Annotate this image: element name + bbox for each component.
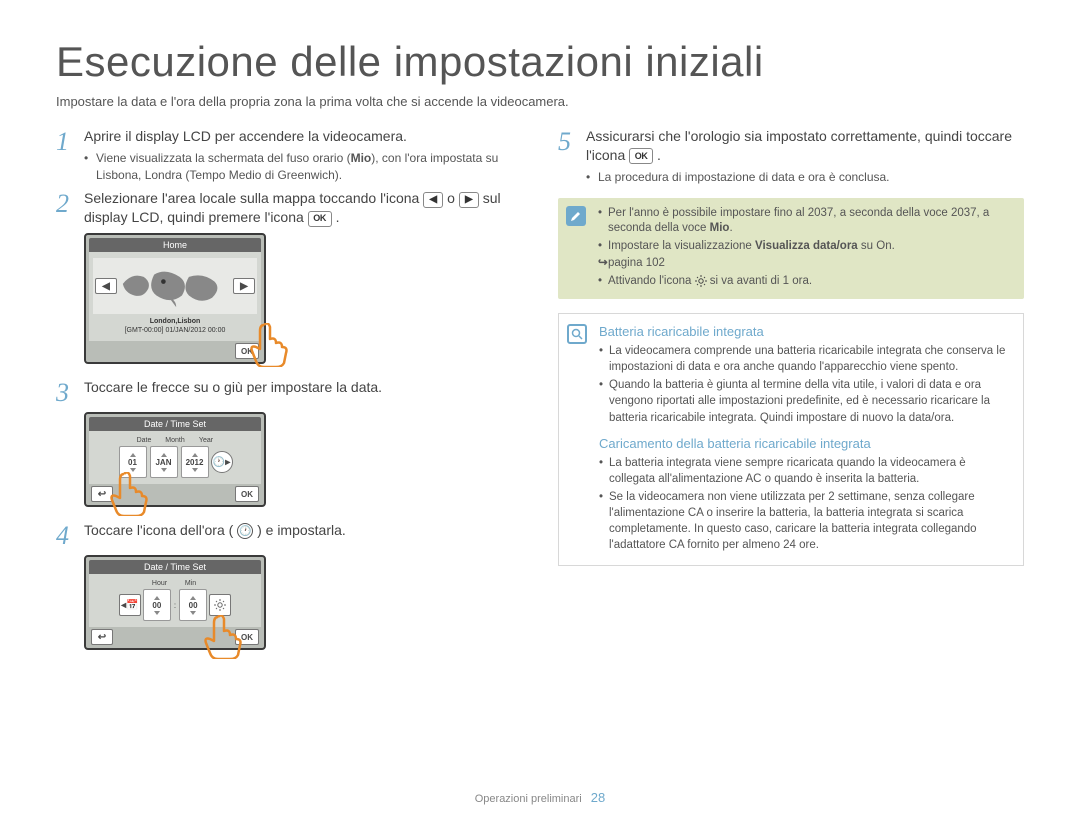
step-1: 1 Aprire il display LCD per accendere la… xyxy=(56,127,534,183)
info-title-2: Caricamento della batteria ricaricabile … xyxy=(599,436,1011,451)
step-number: 3 xyxy=(56,378,84,406)
right-column: 5 Assicurarsi che l'orologio sia imposta… xyxy=(558,127,1024,664)
step-number: 5 xyxy=(558,127,586,186)
step-text: Toccare l'icona dell'ora ( xyxy=(84,522,237,538)
page-number: 28 xyxy=(591,790,605,805)
note-item: Impostare la visualizzazione Visualizza … xyxy=(598,239,1012,255)
step-bullet: Viene visualizzata la schermata del fuso… xyxy=(84,150,534,184)
lcd-title: Date / Time Set xyxy=(89,417,261,431)
step-3: 3 Toccare le frecce su o giù per imposta… xyxy=(56,378,534,406)
sun-icon xyxy=(214,599,226,611)
step-number: 4 xyxy=(56,521,84,549)
info-item: La batteria integrata viene sempre ricar… xyxy=(599,455,1011,487)
right-arrow-icon: ▶ xyxy=(459,192,479,208)
step-number: 2 xyxy=(56,189,84,227)
sun-icon xyxy=(695,275,707,287)
lcd-city: London,Lisbon xyxy=(150,318,201,325)
lcd-home: Home ◀ ▶ London,Lisbon [GMT-00:00] 01/JA… xyxy=(84,233,266,364)
spinner-min[interactable]: 00 xyxy=(179,589,207,621)
spinner-hour[interactable]: 00 xyxy=(143,589,171,621)
spinner-year[interactable]: 2012 xyxy=(181,446,209,478)
calendar-back-button[interactable]: ◂📅 xyxy=(119,594,141,616)
world-map-icon xyxy=(117,263,233,309)
step-text: Aprire il display LCD per accendere la v… xyxy=(84,128,407,144)
touch-hand-icon xyxy=(204,615,244,662)
touch-hand-icon xyxy=(250,323,290,370)
info-item: Se la videocamera non viene utilizzata p… xyxy=(599,489,1011,553)
note-item: Attivando l'icona si va avanti di 1 ora. xyxy=(598,274,1012,290)
ok-icon: OK xyxy=(308,211,332,227)
step-4: 4 Toccare l'icona dell'ora ( 🕐 ) e impos… xyxy=(56,521,534,549)
step-text: Selezionare l'area locale sulla mappa to… xyxy=(84,190,423,206)
map-right-button[interactable]: ▶ xyxy=(233,278,255,294)
dst-button[interactable] xyxy=(209,594,231,616)
note-pencil-icon xyxy=(566,206,586,226)
hdr-hour: Hour xyxy=(145,580,175,587)
lcd-title: Home xyxy=(89,238,261,252)
clock-next-button[interactable]: 🕐▸ xyxy=(211,451,233,473)
section-label: Operazioni preliminari xyxy=(475,793,582,805)
step-bullet: La procedura di impostazione di data e o… xyxy=(586,169,1024,186)
page-footer: Operazioni preliminari 28 xyxy=(0,790,1080,805)
hdr-month: Month xyxy=(160,437,190,444)
info-title-1: Batteria ricaricabile integrata xyxy=(599,324,1011,339)
info-item: Quando la batteria è giunta al termine d… xyxy=(599,377,1011,425)
note-ref: pagina 102 xyxy=(598,256,1012,272)
info-item: La videocamera comprende una batteria ri… xyxy=(599,343,1011,375)
lcd-ok-button[interactable]: OK xyxy=(235,486,259,502)
hdr-year: Year xyxy=(191,437,221,444)
map-left-button[interactable]: ◀ xyxy=(95,278,117,294)
hdr-min: Min xyxy=(176,580,206,587)
page-title: Esecuzione delle impostazioni iniziali xyxy=(56,38,1024,86)
content-columns: 1 Aprire il display LCD per accendere la… xyxy=(56,127,1024,664)
lcd-back-button[interactable]: ↩ xyxy=(91,629,113,645)
lcd-meta: [GMT-00:00] 01/JAN/2012 00:00 xyxy=(125,327,226,334)
step-number: 1 xyxy=(56,127,84,183)
hdr-date: Date xyxy=(129,437,159,444)
left-column: 1 Aprire il display LCD per accendere la… xyxy=(56,127,534,664)
touch-hand-icon xyxy=(110,472,150,519)
step-5: 5 Assicurarsi che l'orologio sia imposta… xyxy=(558,127,1024,186)
lcd-date: Date / Time Set Date Month Year 01 JAN 2… xyxy=(84,412,266,507)
lcd-title: Date / Time Set xyxy=(89,560,261,574)
lcd-time: Date / Time Set Hour Min ◂📅 00 : 00 xyxy=(84,555,266,650)
info-box: Batteria ricaricabile integrata La video… xyxy=(558,313,1024,566)
magnifier-icon xyxy=(567,324,587,344)
left-arrow-icon: ◀ xyxy=(423,192,443,208)
clock-icon: 🕐 xyxy=(237,523,253,539)
note-item: Per l'anno è possibile impostare fino al… xyxy=(598,206,1012,237)
step-2: 2 Selezionare l'area locale sulla mappa … xyxy=(56,189,534,227)
note-box: Per l'anno è possibile impostare fino al… xyxy=(558,198,1024,300)
ok-icon: OK xyxy=(629,148,653,164)
spinner-month[interactable]: JAN xyxy=(150,446,178,478)
intro-text: Impostare la data e l'ora della propria … xyxy=(56,94,1024,109)
step-text: Toccare le frecce su o giù per impostare… xyxy=(84,379,382,395)
